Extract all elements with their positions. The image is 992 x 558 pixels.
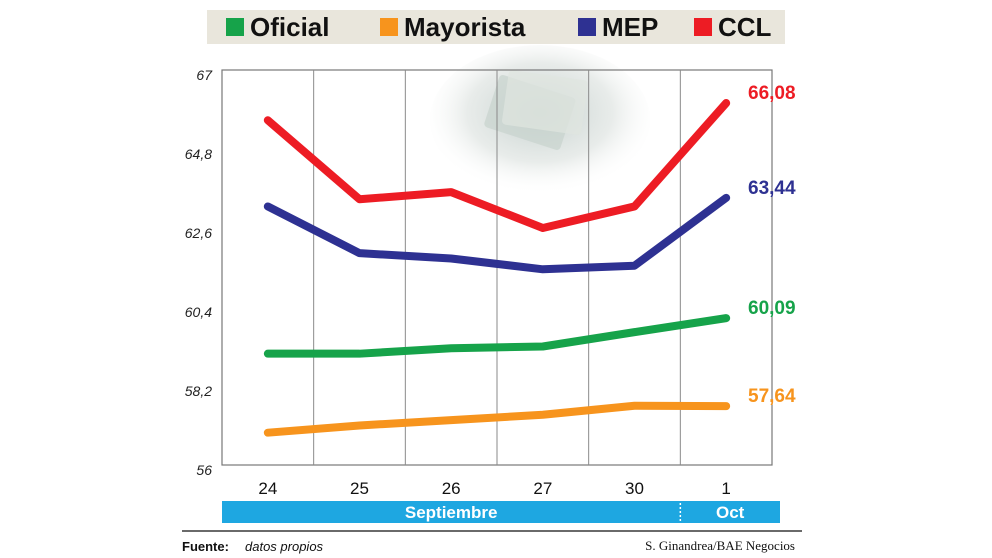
end-label-mep: 63,44 (748, 178, 796, 199)
month-label: Septiembre (405, 503, 498, 522)
x-tick-label: 30 (625, 479, 644, 498)
end-label-ccl: 66,08 (748, 83, 796, 104)
money-photo (430, 45, 650, 195)
legend: Oficial Mayorista MEP CCL (226, 12, 772, 42)
x-axis: 24 25 26 27 30 1 (258, 479, 731, 498)
legend-swatch-mayorista (380, 18, 398, 36)
source-text: datos propios (245, 539, 324, 554)
legend-label-mayorista: Mayorista (404, 12, 526, 42)
end-labels: 60,09 57,64 63,44 66,08 (748, 83, 796, 407)
series-line-oficial (263, 314, 731, 358)
legend-label-oficial: Oficial (250, 12, 329, 42)
credit: S. Ginandrea/BAE Negocios (645, 538, 795, 553)
legend-label-ccl: CCL (718, 12, 772, 42)
y-tick-label: 67 (196, 67, 213, 83)
legend-swatch-mep (578, 18, 596, 36)
month-band-bar (222, 501, 780, 523)
x-tick-label: 24 (258, 479, 277, 498)
y-tick-label: 64,8 (185, 146, 212, 162)
source-label: Fuente: (182, 539, 229, 554)
legend-swatch-ccl (694, 18, 712, 36)
month-band: Septiembre Oct (222, 501, 780, 523)
month-label: Oct (716, 503, 745, 522)
x-tick-label: 1 (721, 479, 730, 498)
series-lines (263, 99, 731, 437)
x-tick-label: 25 (350, 479, 369, 498)
x-tick-label: 26 (442, 479, 461, 498)
end-label-oficial: 60,09 (748, 298, 796, 319)
y-tick-label: 62,6 (185, 225, 212, 241)
y-tick-label: 56 (196, 462, 212, 478)
legend-box (207, 10, 785, 44)
y-tick-label: 58,2 (185, 383, 212, 399)
legend-label-mep: MEP (602, 12, 658, 42)
series-line-ccl (263, 99, 731, 232)
series-line-mep (263, 193, 731, 274)
x-tick-label: 27 (533, 479, 552, 498)
end-label-mayorista: 57,64 (748, 386, 796, 407)
legend-swatch-oficial (226, 18, 244, 36)
series-line-mayorista (263, 401, 731, 437)
y-tick-label: 60,4 (185, 304, 212, 320)
y-axis: 56 58,2 60,4 62,6 64,8 67 (185, 67, 213, 478)
